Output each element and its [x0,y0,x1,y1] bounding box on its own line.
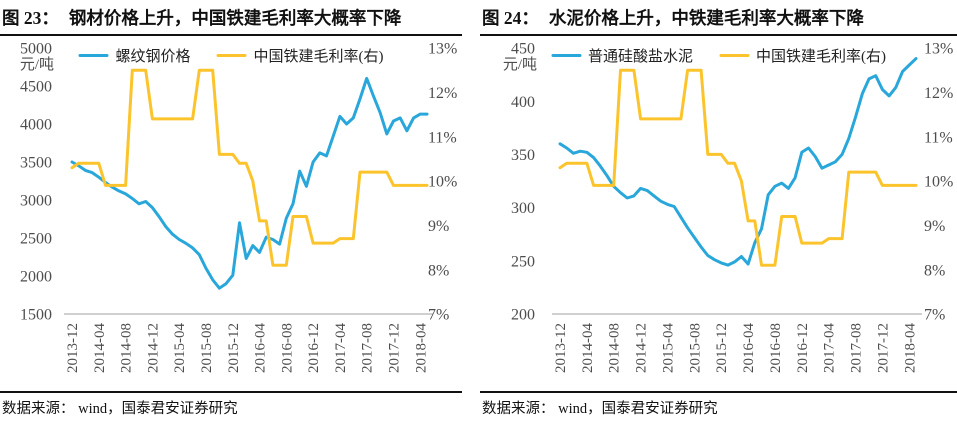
legend-item-margin: 中国铁建毛利率(右) [216,45,384,66]
y-axis-left-tick-label: 4500 [20,79,52,96]
y-axis-left-tick-label: 4000 [20,117,52,134]
y-axis-left-tick-label: 2000 [20,269,52,286]
y-axis-right-tick-label: 9% [428,218,449,235]
y-axis-right-tick-label: 8% [428,262,449,279]
x-axis-tick-label: 2014-12 [634,323,650,373]
margin-series-line [70,68,429,267]
legend-label-margin: 中国铁建毛利率(右) [253,49,384,65]
line-chart-cement-price-vs-margin: 450 400 350 300 250 200 元/吨 13% 12% 11% 10% 9% 8% 7% 2… [503,41,954,373]
y-axis-right-tick-label: 11% [428,129,457,146]
x-axis-tick-label: 2014-04 [580,323,596,373]
y-axis-right-tick-label: 13% [428,41,457,58]
line-chart-steel-price-vs-margin: 5000 4500 4000 3500 3000 2500 2000 1500 元/吨 13% 12… [20,41,458,373]
x-axis-tick-label: 2014-12 [145,323,161,373]
x-axis-tick-label: 2017-12 [387,323,403,373]
x-axis-tick-label: 2014-08 [607,323,623,373]
y-axis-right-tick-label: 11% [924,129,953,146]
margin-series-swatch [216,53,247,58]
x-axis-tick-label: 2015-08 [687,323,703,373]
y-axis-left-tick-label: 450 [511,41,535,58]
x-axis-tick-label: 2017-08 [849,323,865,373]
y-axis-right-tick-label: 13% [924,41,953,58]
y-axis-left-tick-label: 1500 [20,307,52,324]
x-axis-tick-label: 2016-04 [741,323,757,373]
y-axis-left-tick-label: 200 [511,307,535,324]
y-axis-right-tick-label: 9% [924,218,945,235]
y-axis-left-tick-label: 300 [511,200,535,217]
price-series-swatch [78,53,109,58]
legend-label-price: 螺纹钢价格 [115,49,191,65]
y-axis-left-unit-label: 元/吨 [503,56,537,73]
source-note: 数据来源： wind，国泰君安证券研究 [480,391,957,421]
figure-number: 图 24： [482,8,539,28]
x-axis-tick-label: 2013-12 [65,323,81,373]
x-axis-tick-label: 2016-08 [768,323,784,373]
y-axis-left-tick-label: 250 [511,253,535,270]
x-axis-tick-label: 2013-12 [553,323,569,373]
x-axis-tick-label: 2017-04 [822,323,838,373]
y-axis-right-tick-label: 10% [924,174,953,191]
x-axis-tick-label: 2017-04 [333,323,349,373]
panel-title: 图 23： 钢材价格上升，中国铁建毛利率大概率下降 [0,3,462,36]
x-axis-tick-label: 2014-04 [92,323,108,373]
figure-number: 图 23： [2,8,59,28]
legend: 普通硅酸盐水泥 中国铁建毛利率(右) [550,45,886,66]
legend: 螺纹钢价格 中国铁建毛利率(右) [78,45,384,66]
y-axis-right-tick-label: 12% [924,85,953,102]
figure-title: 钢材价格上升，中国铁建毛利率大概率下降 [68,8,402,28]
y-axis-right-tick-label: 8% [924,262,945,279]
x-axis-tick-label: 2016-12 [795,323,811,373]
legend-item-price: 螺纹钢价格 [78,45,191,66]
legend-label-price: 普通硅酸盐水泥 [587,49,694,65]
y-axis-right-tick-label: 10% [428,174,457,191]
y-axis-left-tick-label: 350 [511,147,535,164]
x-axis-tick-label: 2016-04 [253,323,269,373]
y-axis-left-tick-label: 2500 [20,231,52,248]
panel-figure-24: 图 24： 水泥价格上升，中铁建毛利率大概率下降 普通硅酸盐水泥 中国铁建毛利率… [480,3,957,421]
margin-series-line [558,68,918,267]
legend-item-price: 普通硅酸盐水泥 [550,45,694,66]
chart-area: 普通硅酸盐水泥 中国铁建毛利率(右) 450 400 350 300 250 200 元/吨… [480,36,957,391]
margin-series-swatch [719,53,750,58]
legend-label-margin: 中国铁建毛利率(右) [756,49,887,65]
chart-area: 螺纹钢价格 中国铁建毛利率(右) 5000 4500 4000 3500 3000 250… [0,36,462,391]
y-axis-right-tick-label: 12% [428,85,457,102]
source-text: 数据来源： wind，国泰君安证券研究 [482,401,718,417]
x-axis-tick-label: 2015-04 [660,323,676,373]
price-series-line [70,76,429,290]
y-axis-left-tick-label: 5000 [20,41,52,58]
y-axis-left-tick-label: 3000 [20,193,52,210]
source-text: 数据来源： wind，国泰君安证券研究 [2,401,238,417]
x-axis-tick-label: 2014-08 [119,323,135,373]
x-axis-tick-label: 2015-12 [226,323,242,373]
x-axis-tick-label: 2017-12 [875,323,891,373]
y-axis-right-tick-label: 7% [924,307,945,324]
x-axis-tick-label: 2016-08 [279,323,295,373]
panel-figure-23: 图 23： 钢材价格上升，中国铁建毛利率大概率下降 螺纹钢价格 中国铁建毛利率(… [0,3,462,421]
x-axis-tick-label: 2018-04 [902,323,918,373]
figure-title: 水泥价格上升，中铁建毛利率大概率下降 [548,8,864,28]
x-axis-tick-label: 2015-04 [172,323,188,373]
panel-title: 图 24： 水泥价格上升，中铁建毛利率大概率下降 [480,3,957,36]
x-axis-tick-label: 2015-12 [714,323,730,373]
legend-item-margin: 中国铁建毛利率(右) [719,45,886,66]
x-axis-tick-label: 2015-08 [199,323,215,373]
x-axis-tick-label: 2016-12 [306,323,322,373]
x-axis-tick-label: 2018-04 [413,323,429,373]
source-note: 数据来源： wind，国泰君安证券研究 [0,391,462,421]
price-series-line [558,57,918,267]
y-axis-left-tick-label: 400 [511,94,535,111]
y-axis-right-tick-label: 7% [428,307,449,324]
y-axis-left-unit-label: 元/吨 [20,56,54,73]
price-series-swatch [550,53,581,58]
x-axis-tick-label: 2017-08 [360,323,376,373]
y-axis-left-tick-label: 3500 [20,155,52,172]
